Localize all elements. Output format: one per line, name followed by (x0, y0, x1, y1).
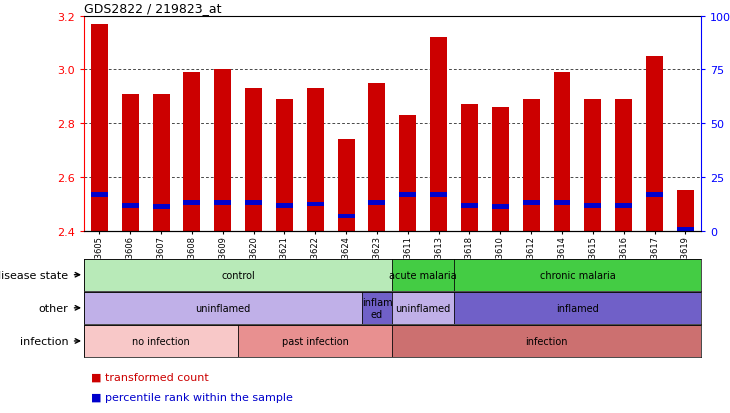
Bar (369, 83, 385, 231)
Bar (245, 89, 262, 231)
Bar (553, 73, 570, 231)
Bar (338, 140, 355, 231)
Text: disease state: disease state (0, 270, 69, 280)
Bar (553, 201, 570, 206)
Bar (646, 57, 663, 231)
Bar (393, 292, 454, 324)
Bar (615, 203, 632, 208)
Bar (430, 192, 447, 197)
Bar (393, 325, 701, 357)
Text: uninflamed: uninflamed (396, 303, 451, 313)
Bar (183, 201, 200, 206)
Text: control: control (221, 270, 255, 280)
Bar (84, 325, 238, 357)
Bar (276, 100, 293, 231)
Bar (646, 192, 663, 197)
Text: other: other (39, 303, 69, 313)
Bar (677, 191, 694, 231)
Bar (153, 205, 169, 209)
Bar (307, 202, 323, 207)
Bar (585, 100, 602, 231)
Bar (122, 203, 139, 208)
Text: inflam
ed: inflam ed (361, 297, 392, 319)
Bar (91, 192, 108, 197)
Bar (523, 100, 539, 231)
Bar (393, 259, 454, 291)
Text: infection: infection (20, 336, 69, 346)
Bar (338, 214, 355, 219)
Text: ■ percentile rank within the sample: ■ percentile rank within the sample (91, 392, 293, 402)
Bar (399, 192, 416, 197)
Text: GDS2822 / 219823_at: GDS2822 / 219823_at (84, 2, 221, 15)
Text: chronic malaria: chronic malaria (539, 270, 615, 280)
Text: past infection: past infection (282, 336, 349, 346)
Bar (215, 201, 231, 206)
Bar (492, 108, 509, 231)
Text: uninflamed: uninflamed (195, 303, 250, 313)
Bar (215, 70, 231, 231)
Bar (183, 73, 200, 231)
Text: inflamed: inflamed (556, 303, 599, 313)
Bar (430, 38, 447, 231)
Bar (585, 203, 602, 208)
Bar (361, 292, 393, 324)
Bar (523, 201, 539, 206)
Text: ■ transformed count: ■ transformed count (91, 372, 209, 382)
Bar (276, 203, 293, 208)
Bar (677, 228, 694, 233)
Bar (399, 116, 416, 231)
Bar (454, 292, 701, 324)
Text: infection: infection (526, 336, 568, 346)
Bar (492, 205, 509, 209)
Bar (461, 203, 478, 208)
Bar (615, 100, 632, 231)
Bar (238, 325, 393, 357)
Bar (84, 292, 361, 324)
Bar (91, 25, 108, 231)
Bar (153, 95, 169, 231)
Bar (122, 95, 139, 231)
Bar (369, 201, 385, 206)
Bar (245, 201, 262, 206)
Bar (307, 89, 323, 231)
Bar (454, 259, 701, 291)
Text: acute malaria: acute malaria (389, 270, 457, 280)
Bar (461, 105, 478, 231)
Text: no infection: no infection (132, 336, 190, 346)
Bar (84, 259, 393, 291)
